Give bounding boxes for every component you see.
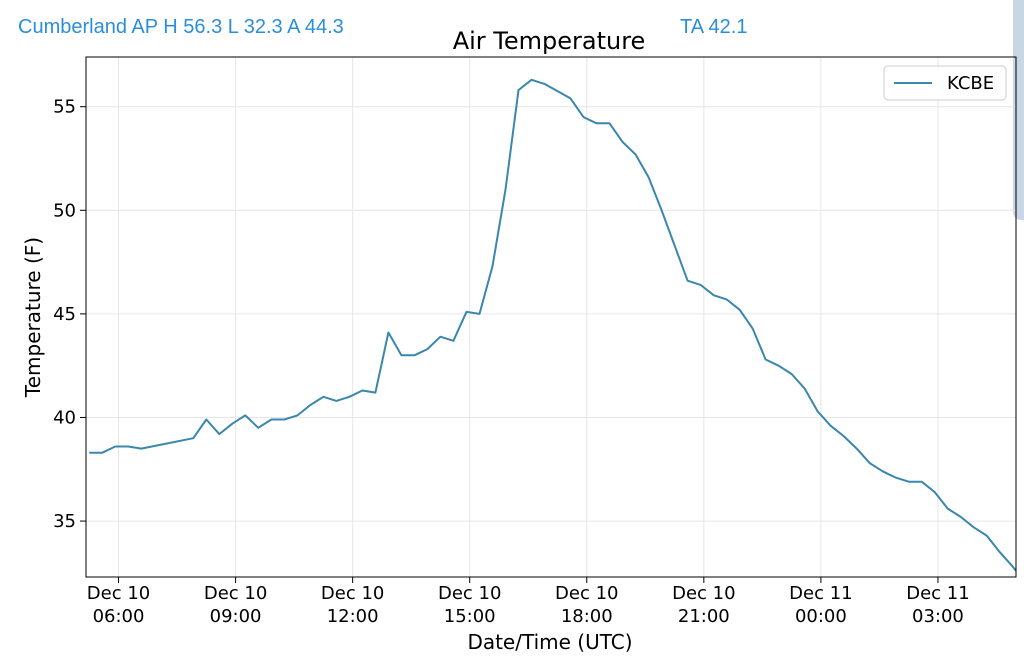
y-tick-label: 45 [53, 304, 76, 325]
x-tick-label-time: 18:00 [561, 606, 613, 627]
edge-scroll-handle[interactable] [1013, 0, 1024, 220]
y-tick-label: 55 [53, 97, 76, 118]
x-tick-label-date: Dec 10 [321, 583, 384, 604]
grid-layer [86, 57, 1016, 577]
ta-value-text: TA 42.1 [680, 16, 748, 38]
x-tick-label-time: 00:00 [795, 606, 847, 627]
x-tick-label-time: 12:00 [327, 606, 379, 627]
legend-label-kcbe: KCBE [947, 73, 994, 94]
x-tick-label-time: 21:00 [678, 606, 730, 627]
legend: KCBE [883, 65, 1007, 101]
y-tick-label: 50 [53, 200, 76, 221]
x-axis-label: Date/Time (UTC) [467, 630, 632, 654]
x-tick-label-time: 09:00 [210, 606, 262, 627]
y-axis-label: Temperature (F) [21, 237, 45, 398]
series-line-kcbe [89, 78, 1017, 572]
x-tick-label-time: 06:00 [93, 606, 145, 627]
legend-box [883, 65, 1007, 101]
x-tick-label-date: Dec 11 [906, 583, 969, 604]
series-layer [89, 78, 1017, 572]
chart-title: Air Temperature [453, 27, 646, 55]
plot-frame [85, 56, 1017, 578]
x-tick-label-date: Dec 10 [204, 583, 267, 604]
x-tick-label-time: 03:00 [912, 606, 964, 627]
y-tick-label: 40 [53, 407, 76, 428]
station-summary-text: Cumberland AP H 56.3 L 32.3 A 44.3 [18, 16, 344, 38]
x-tick-label-date: Dec 10 [438, 583, 501, 604]
x-tick-label-date: Dec 11 [789, 583, 852, 604]
y-tick-label: 35 [53, 511, 76, 532]
x-tick-label-time: 15:00 [444, 606, 496, 627]
x-tick-label-date: Dec 10 [87, 583, 150, 604]
x-tick-label-date: Dec 10 [672, 583, 735, 604]
x-tick-label-date: Dec 10 [555, 583, 618, 604]
